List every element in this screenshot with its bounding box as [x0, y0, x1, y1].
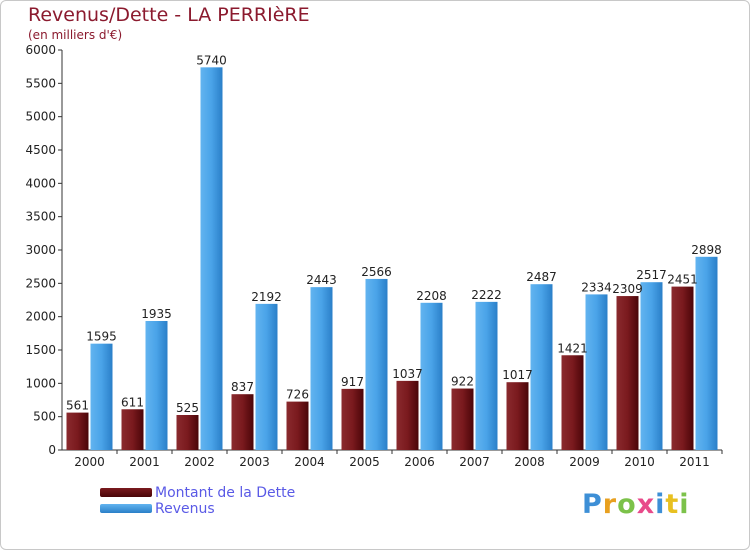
logo-letter: x	[636, 489, 656, 520]
logo-letter: P	[582, 489, 603, 520]
y-tick-label: 500	[33, 410, 56, 424]
data-label-revenus: 1935	[141, 307, 172, 321]
bar-revenus	[145, 321, 168, 450]
bar-revenus	[90, 343, 113, 450]
chart-subtitle: (en milliers d'€)	[28, 28, 123, 42]
data-label-revenus: 2192	[251, 290, 282, 304]
logo-letter: i	[655, 489, 666, 520]
legend-label-debt: Montant de la Dette	[155, 485, 296, 501]
legend-label-revenus: Revenus	[155, 501, 215, 517]
data-label-debt: 611	[121, 395, 144, 409]
y-tick-label: 5500	[25, 76, 56, 90]
data-label-revenus: 2222	[471, 288, 502, 302]
bar-debt	[561, 355, 584, 450]
legend-swatch-revenus	[100, 504, 152, 513]
x-tick-label: 2010	[624, 455, 655, 469]
bar-debt	[66, 412, 89, 450]
data-label-debt: 561	[66, 399, 89, 413]
x-tick-label: 2000	[74, 455, 105, 469]
data-label-debt: 917	[341, 375, 364, 389]
legend-swatch-debt	[100, 488, 152, 497]
data-label-revenus: 2487	[526, 270, 557, 284]
data-label-debt: 837	[231, 380, 254, 394]
bar-debt	[396, 380, 419, 450]
x-tick-label: 2008	[514, 455, 545, 469]
y-tick-label: 2500	[25, 276, 56, 290]
bar-revenus	[365, 278, 388, 450]
y-tick-label: 1000	[25, 376, 56, 390]
y-tick-label: 5000	[25, 110, 56, 124]
bar-debt	[671, 286, 694, 450]
x-tick-label: 2005	[349, 455, 380, 469]
data-label-revenus: 1595	[86, 330, 117, 344]
x-tick-label: 2003	[239, 455, 270, 469]
y-tick-label: 6000	[25, 43, 56, 57]
bar-revenus	[255, 303, 278, 450]
x-tick-label: 2006	[404, 455, 435, 469]
data-label-debt: 1037	[392, 367, 423, 381]
logo-letter: i	[679, 489, 690, 520]
proxiti-logo: Proxiti	[582, 489, 690, 520]
bar-debt	[506, 382, 529, 450]
y-tick-label: 4500	[25, 143, 56, 157]
data-label-revenus: 2517	[636, 268, 667, 282]
x-tick-label: 2001	[129, 455, 160, 469]
logo-letter: o	[617, 489, 637, 520]
data-label-revenus: 2334	[581, 280, 612, 294]
data-label-debt: 922	[451, 375, 474, 389]
x-tick-label: 2007	[459, 455, 490, 469]
data-label-revenus: 2566	[361, 265, 392, 279]
x-tick-label: 2011	[679, 455, 710, 469]
data-label-revenus: 5740	[196, 53, 227, 67]
bar-debt	[121, 409, 144, 450]
data-label-revenus: 2208	[416, 289, 447, 303]
x-tick-label: 2002	[184, 455, 215, 469]
bar-revenus	[310, 287, 333, 450]
data-label-debt: 2451	[667, 273, 698, 287]
bar-revenus	[585, 294, 608, 450]
x-tick-label: 2004	[294, 455, 325, 469]
bar-revenus	[420, 302, 443, 450]
y-tick-label: 3500	[25, 210, 56, 224]
bar-revenus	[640, 282, 663, 450]
data-label-debt: 1421	[557, 341, 588, 355]
data-label-revenus: 2898	[691, 243, 722, 257]
bar-debt	[616, 296, 639, 450]
bar-debt	[286, 401, 309, 450]
data-label-revenus: 2443	[306, 273, 337, 287]
bar-revenus	[530, 284, 553, 450]
logo-letter: r	[602, 489, 618, 520]
y-tick-label: 4000	[25, 176, 56, 190]
logo-letter: t	[665, 489, 680, 520]
bar-revenus	[695, 256, 718, 450]
y-tick-label: 0	[48, 443, 56, 457]
y-tick-label: 2000	[25, 310, 56, 324]
x-tick-label: 2009	[569, 455, 600, 469]
y-tick-label: 3000	[25, 243, 56, 257]
bar-debt	[176, 415, 199, 450]
bar-debt	[231, 394, 254, 450]
data-label-debt: 525	[176, 401, 199, 415]
y-tick-label: 1500	[25, 343, 56, 357]
bar-revenus	[475, 301, 498, 450]
bar-revenus	[200, 67, 223, 450]
chart-title: Revenus/Dette - LA PERRIèRE	[28, 4, 310, 26]
data-label-debt: 2309	[612, 282, 643, 296]
data-label-debt: 1017	[502, 368, 533, 382]
bar-debt	[451, 388, 474, 450]
bar-debt	[341, 388, 364, 450]
data-label-debt: 726	[286, 388, 309, 402]
